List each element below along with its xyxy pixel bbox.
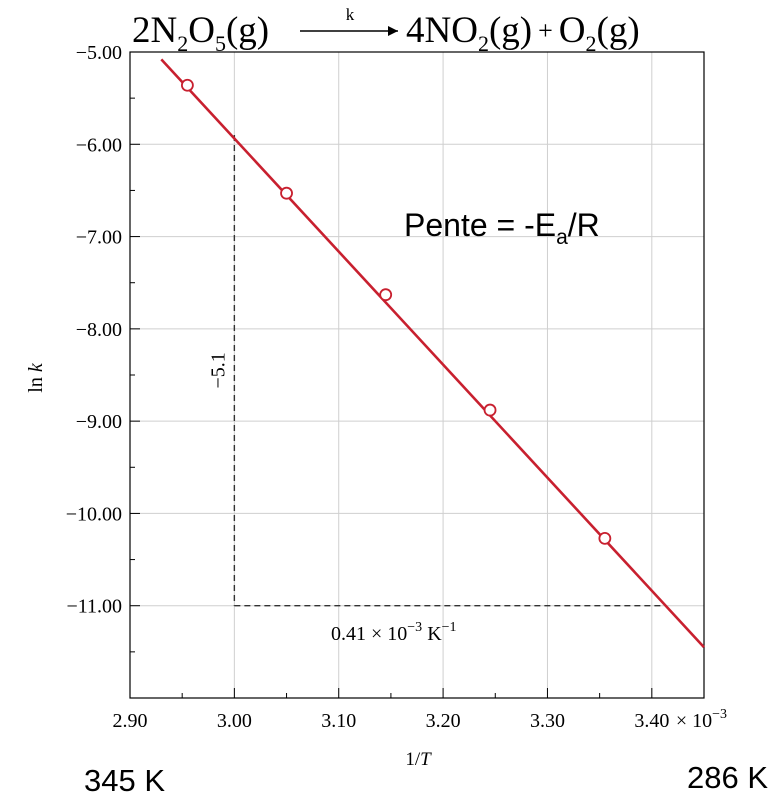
title-plus: + [538,16,553,45]
arrow-label: k [346,5,355,24]
temperature-label-left: 345 K [84,763,165,798]
title-rhs1-coef: 4 [406,10,425,51]
x-axis-label: 1/T [405,749,432,770]
y-axis-label-prefix: ln [25,372,47,393]
data-point [280,186,293,200]
reaction-arrow: k [300,5,398,36]
title-rhs2-species: O [559,10,586,51]
slope-annotation-text: Pente = -E [404,207,556,243]
y-tick-label: −7.00 [76,227,122,249]
x-tick-label: 3.20 [426,710,461,732]
fit-line-group [160,58,705,649]
slope-run-label: 0.41 × 10−3 K−1 [331,620,457,645]
slope-rise-label: −5.1 [207,352,229,388]
title-lhs-sub1: 2 [177,31,188,56]
title-rhs1-species: NO [425,10,478,51]
x-tick-label: 3.30 [530,710,565,732]
title-lhs-sub2: 5 [215,31,226,56]
y-tick-label: −6.00 [76,134,122,156]
data-point [180,78,194,92]
x-tick-label: 3.00 [217,710,252,732]
title-lhs-o: O [188,10,215,51]
fit-line [160,58,705,649]
chart-title-products: 4NO2(g) + O2(g) [406,10,640,56]
slope-annotation-sub: a [556,226,568,249]
title-rhs2-phase: (g) [597,10,640,51]
y-axis-label: ln k [25,362,47,393]
title-rhs1-phase: (g) [489,10,532,51]
x-tick-label: 3.40 [634,710,669,732]
data-point [598,531,612,545]
x-tick-label: 3.10 [321,710,356,732]
y-tick-label: −5.00 [76,42,122,64]
x-axis-label-var: T [420,749,432,770]
slope-annotation: Pente = -Ea/R [404,207,600,249]
x-axis-label-prefix: 1/ [405,749,421,770]
y-tick-label: −11.00 [66,596,122,618]
title-lhs-phase: (g) [226,10,269,51]
grid [130,52,704,698]
title-lhs-species: N [151,10,178,51]
y-tick-label: −8.00 [76,319,122,341]
x-scale-label: × 10−3 [676,707,727,732]
data-point [379,288,393,302]
temperature-label-right: 286 K [687,760,768,795]
slope-triangle: −5.1 0.41 × 10−3 K−1 [207,135,663,645]
y-tick-label: −10.00 [66,503,122,525]
slope-annotation-tail: /R [568,207,600,243]
ticks: 2.90 3.00 3.10 3.20 3.30 3.40 × 10−3 −5.00 −6.00… [66,42,727,732]
chart-title: 2N2O5(g) [132,10,269,56]
title-rhs1-sub: 2 [478,31,489,56]
title-rhs2-sub: 2 [586,31,597,56]
y-axis-label-var: k [25,362,47,372]
title-lhs-coef: 2 [132,10,151,51]
data-points [180,78,612,545]
x-tick-label: 2.90 [113,710,148,732]
data-point [483,403,497,417]
y-tick-label: −9.00 [76,411,122,433]
